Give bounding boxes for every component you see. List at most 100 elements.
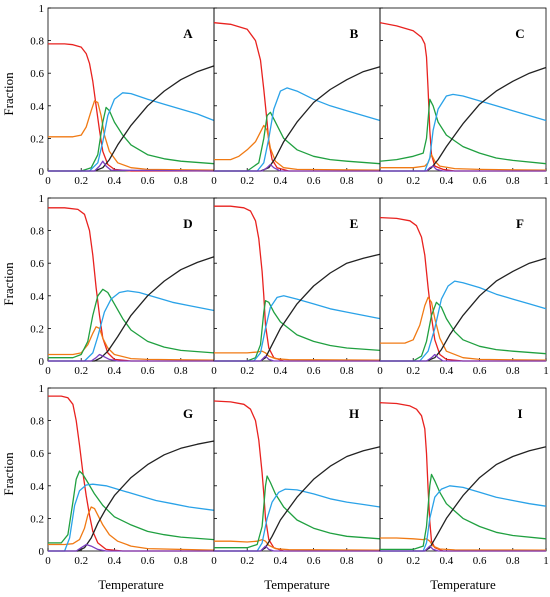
panel-g: 0 0.2 0.4 0.6 0.8 1 0 0.2 0.4 0.6 0.8 G bbox=[30, 383, 215, 567]
x-tick-label: 0.4 bbox=[274, 555, 288, 567]
series-line-5 bbox=[380, 257, 547, 362]
y-tick-label: 1 bbox=[39, 383, 45, 395]
panel-letter: C bbox=[515, 26, 524, 41]
y-tick-label: 0.8 bbox=[30, 36, 44, 48]
series-line-3 bbox=[48, 288, 215, 359]
panel-a: 0 0.2 0.4 0.6 0.8 1 0 0.2 0.4 0.6 0.8 A bbox=[30, 3, 215, 187]
y-tick-label: 0.2 bbox=[30, 323, 44, 335]
x-tick-label: 0.4 bbox=[108, 555, 122, 567]
x-tick-label: 0 bbox=[211, 555, 217, 567]
panels: 00.20.40.60.810 0.2 0.4 0.6 0.8A0 0.2 0.4 0.6 0.… bbox=[30, 3, 549, 567]
series-line-1 bbox=[48, 395, 214, 552]
series-line-3 bbox=[214, 475, 381, 549]
series-line-6 bbox=[48, 543, 214, 552]
x-tick-label: 0 bbox=[211, 365, 217, 377]
x-tick-label: 0.6 bbox=[473, 365, 487, 377]
panel-letter: D bbox=[183, 216, 192, 231]
x-tick-label: 0.8 bbox=[174, 365, 188, 377]
x-tick-label: 0.8 bbox=[174, 555, 188, 567]
series-line-3 bbox=[380, 473, 547, 551]
y-axis-title-row-2: Fraction bbox=[1, 262, 16, 306]
panel-letter: E bbox=[350, 216, 359, 231]
y-tick-label: 0.8 bbox=[30, 416, 44, 428]
series-line-4 bbox=[214, 488, 381, 552]
series-line-3 bbox=[48, 106, 215, 172]
x-tick-label: 0 bbox=[45, 175, 51, 187]
x-tick-label: 1 bbox=[543, 365, 549, 377]
x-tick-label: 0.8 bbox=[340, 175, 354, 187]
series-line-2 bbox=[214, 124, 381, 171]
y-tick-label: 0.4 bbox=[30, 291, 44, 303]
x-tick-label: 1 bbox=[543, 555, 549, 567]
x-tick-label: 1 bbox=[543, 175, 549, 187]
x-tick-label: 0 bbox=[377, 365, 383, 377]
y-tick-label: 0.6 bbox=[30, 258, 44, 270]
x-tick-label: 0.2 bbox=[240, 555, 254, 567]
series-line-5 bbox=[380, 446, 547, 552]
series-line-4 bbox=[214, 87, 381, 172]
series-line-2 bbox=[48, 100, 215, 171]
series-line-2 bbox=[48, 506, 215, 551]
x-tick-label: 0.8 bbox=[174, 175, 188, 187]
x-tick-label: 0 bbox=[45, 365, 51, 377]
series-line-1 bbox=[48, 43, 214, 172]
series-line-3 bbox=[48, 470, 215, 544]
series-line-3 bbox=[379, 98, 547, 165]
series-line-5 bbox=[48, 256, 215, 362]
x-tick-label: 0.8 bbox=[340, 365, 354, 377]
x-tick-label: 0.4 bbox=[274, 365, 288, 377]
series-line-5 bbox=[214, 253, 381, 362]
series-line-6 bbox=[48, 353, 214, 362]
x-tick-label: 0.6 bbox=[307, 555, 321, 567]
x-tick-label: 0.4 bbox=[440, 175, 454, 187]
panel-f: 0 0.2 0.4 0.6 0.8 1 F bbox=[377, 197, 549, 377]
series-line-6 bbox=[214, 355, 380, 362]
x-axis-title-col-3: Temperature bbox=[430, 577, 496, 592]
x-tick-label: 0.4 bbox=[440, 555, 454, 567]
x-tick-label: 0.4 bbox=[108, 365, 122, 377]
x-tick-label: 0.4 bbox=[274, 175, 288, 187]
x-tick-label: 0.2 bbox=[406, 555, 420, 567]
y-tick-label: 1 bbox=[39, 3, 45, 15]
x-tick-label: 0.4 bbox=[440, 365, 454, 377]
x-tick-label: 0.6 bbox=[307, 175, 321, 187]
x-tick-label: 0 bbox=[377, 175, 383, 187]
panel-letter: G bbox=[183, 406, 193, 421]
x-tick-label: 0.2 bbox=[406, 175, 420, 187]
y-tick-label: 1 bbox=[39, 193, 45, 205]
y-axis-title-row-1: Fraction bbox=[1, 72, 16, 116]
x-tick-label: 0.6 bbox=[141, 555, 155, 567]
x-tick-label: 0.2 bbox=[240, 365, 254, 377]
x-tick-label: 0.6 bbox=[473, 175, 487, 187]
x-tick-label: 0.6 bbox=[141, 175, 155, 187]
x-tick-label: 0.6 bbox=[473, 555, 487, 567]
series-line-2 bbox=[380, 296, 547, 361]
series-line-4 bbox=[380, 93, 547, 172]
y-tick-label: 0.4 bbox=[30, 101, 44, 113]
x-tick-label: 0 bbox=[211, 175, 217, 187]
x-tick-label: 0.6 bbox=[307, 365, 321, 377]
x-tick-label: 0.8 bbox=[506, 175, 520, 187]
x-axis-title-col-2: Temperature bbox=[264, 577, 330, 592]
series-line-4 bbox=[48, 92, 215, 172]
series-line-6 bbox=[48, 160, 215, 172]
panel-i: 0 0.2 0.4 0.6 0.8 1 I bbox=[377, 387, 549, 567]
y-tick-label: 0.2 bbox=[30, 133, 44, 145]
y-tick-label: 0.8 bbox=[30, 226, 44, 238]
series-line-4 bbox=[48, 483, 215, 552]
y-tick-label: 0.6 bbox=[30, 448, 44, 460]
panel-letter: B bbox=[350, 26, 359, 41]
series-line-6 bbox=[214, 545, 380, 552]
series-line-5 bbox=[380, 66, 547, 172]
panel-c: 0 0.2 0.4 0.6 0.8 1 C bbox=[377, 7, 549, 187]
x-tick-label: 0.2 bbox=[74, 365, 88, 377]
y-tick-label: 0 bbox=[39, 166, 45, 178]
panel-letter: F bbox=[516, 216, 524, 231]
series-line-4 bbox=[380, 280, 547, 362]
series-line-6 bbox=[214, 163, 380, 172]
x-axis-title-col-1: Temperature bbox=[98, 577, 164, 592]
panel-letter: A bbox=[183, 26, 193, 41]
series-line-2 bbox=[380, 154, 547, 171]
series-line-2 bbox=[214, 538, 381, 551]
